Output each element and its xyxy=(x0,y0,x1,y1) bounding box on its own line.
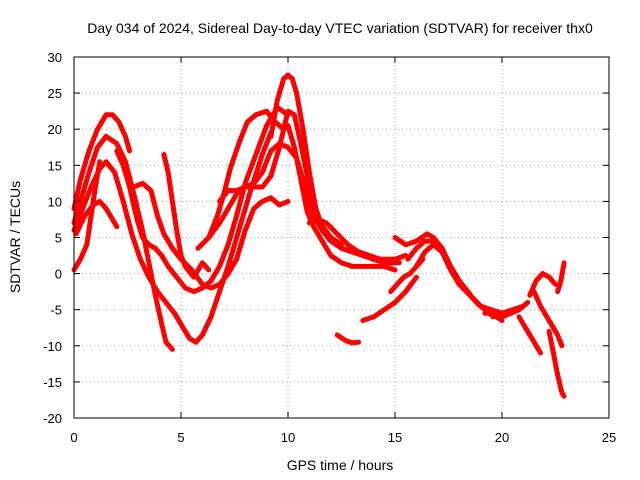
x-tick-label: 25 xyxy=(602,430,616,445)
y-tick-label: 25 xyxy=(48,86,62,101)
series-track-11 xyxy=(206,108,398,273)
y-tick-label: 30 xyxy=(48,50,62,65)
y-tick-label: -15 xyxy=(43,375,62,390)
series-track-19 xyxy=(413,242,496,320)
series-track-12 xyxy=(268,72,344,248)
series-track-22 xyxy=(527,271,558,298)
series-track-1 xyxy=(71,112,133,212)
y-tick-label: -5 xyxy=(50,303,62,318)
y-tick-label: 10 xyxy=(48,194,62,209)
y-tick-label: 20 xyxy=(48,122,62,137)
y-tick-label: 15 xyxy=(48,158,62,173)
x-tick-label: 0 xyxy=(70,430,77,445)
y-tick-label: -10 xyxy=(43,339,62,354)
series-track-13 xyxy=(306,216,402,266)
series-track-23 xyxy=(531,289,565,349)
series-track-21 xyxy=(516,314,543,356)
x-tick-label: 10 xyxy=(281,430,295,445)
y-tick-label: -20 xyxy=(43,411,62,426)
series-track-25 xyxy=(555,260,567,295)
series-track-7 xyxy=(131,180,291,291)
series-track-15 xyxy=(360,274,419,323)
x-tick-label: 20 xyxy=(495,430,509,445)
series-track-5 xyxy=(71,159,103,273)
x-axis-label: GPS time / hours xyxy=(287,457,394,473)
series-track-6 xyxy=(114,105,291,295)
chart-title: Day 034 of 2024, Sidereal Day-to-day VTE… xyxy=(87,20,593,36)
series-track-8 xyxy=(161,152,212,280)
y-tick-label: 5 xyxy=(55,231,62,246)
series-group xyxy=(71,72,567,399)
series-track-4 xyxy=(73,198,120,237)
y-axis-label: SDTVAR / TECUs xyxy=(7,181,23,293)
axis-ticks xyxy=(73,56,610,419)
series-track-2 xyxy=(71,133,175,352)
series-track-14 xyxy=(334,332,362,346)
x-tick-labels: 0 5 10 15 20 25 xyxy=(70,430,616,445)
series-track-3 xyxy=(71,130,274,345)
series-track-20 xyxy=(482,300,531,320)
series-track-24 xyxy=(546,328,567,399)
x-tick-label: 15 xyxy=(388,430,402,445)
y-tick-labels: -20 -15 -10 -5 0 5 10 15 20 25 30 xyxy=(43,50,62,426)
y-tick-label: 0 xyxy=(55,267,62,282)
x-tick-label: 5 xyxy=(177,430,184,445)
